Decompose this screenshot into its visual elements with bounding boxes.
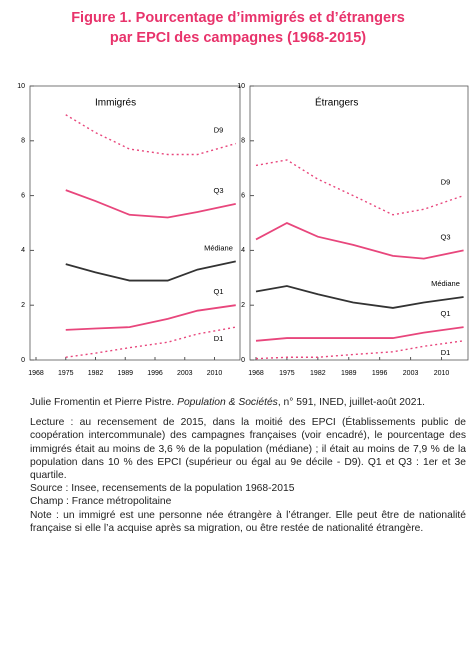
y-tick-label: 6	[21, 192, 25, 199]
author-text: , n° 591, INED, juillet-août 2021.	[277, 397, 426, 408]
line-label: Médiane	[204, 243, 233, 252]
y-tick-label: 0	[21, 357, 25, 364]
lecture: Lecture : au recensement de 2015, dans l…	[30, 417, 466, 482]
panel-title: Étrangers	[315, 96, 358, 109]
y-tick-label: 8	[21, 138, 25, 145]
title: Figure 1. Pourcentage d’immigrés et d’ét…	[71, 10, 405, 26]
line-label: Médiane	[431, 279, 460, 288]
line	[255, 221, 464, 260]
x-tick-label: 1968	[248, 370, 264, 377]
frame	[29, 85, 241, 361]
author-text: Julie Fromentin et Pierre Pistre.	[30, 397, 178, 408]
x-tick-label: 1968	[28, 370, 44, 377]
line	[255, 326, 464, 342]
frame	[249, 85, 469, 361]
line-label: D9	[441, 178, 451, 187]
author: Julie Fromentin et Pierre Pistre. Popula…	[30, 396, 466, 409]
line-label: D1	[441, 348, 451, 357]
y-tick-label: 4	[241, 247, 245, 254]
title: par EPCI des campagnes (1968-2015)	[110, 30, 366, 46]
champ: Champ : France métropolitaine	[30, 496, 172, 508]
line	[255, 285, 464, 309]
x-tick-label: 1989	[341, 370, 357, 377]
y-tick-label: 8	[241, 138, 245, 145]
line	[65, 189, 236, 219]
line-label: Q3	[213, 186, 223, 195]
panel-title: Immigrés	[95, 98, 136, 109]
line	[65, 260, 236, 282]
x-tick-label: 1982	[310, 370, 326, 377]
line-label: D9	[214, 126, 224, 135]
y-tick-label: 0	[241, 357, 245, 364]
y-tick-label: 4	[21, 247, 25, 254]
x-tick-label: 2010	[434, 370, 450, 377]
y-tick-label: 10	[17, 83, 25, 90]
x-tick-label: 2010	[207, 370, 223, 377]
line	[65, 304, 236, 331]
line	[255, 159, 464, 216]
x-tick-label: 1996	[147, 370, 163, 377]
line-label: Q1	[440, 309, 450, 318]
x-tick-label: 1975	[58, 370, 74, 377]
document: Julie Fromentin et Pierre Pistre. Popula…	[30, 396, 466, 535]
line	[255, 340, 464, 360]
x-tick-label: 1982	[88, 370, 104, 377]
x-tick-label: 2003	[403, 370, 419, 377]
y-tick-label: 10	[237, 83, 245, 90]
y-tick-label: 2	[21, 302, 25, 309]
x-tick-label: 1996	[372, 370, 388, 377]
line-label: D1	[214, 334, 224, 343]
chart-area: Figure 1. Pourcentage d’immigrés et d’ét…	[17, 10, 469, 377]
x-tick-label: 1989	[117, 370, 133, 377]
journal: Population & Sociétés	[177, 397, 278, 408]
line	[65, 326, 236, 358]
x-tick-label: 2003	[177, 370, 193, 377]
note: Note : un immigré est une personne née é…	[30, 509, 466, 534]
line-label: Q1	[213, 287, 223, 296]
x-tick-label: 1975	[279, 370, 295, 377]
source: Source : Insee, recensements de la popul…	[30, 483, 295, 495]
y-tick-label: 6	[241, 192, 245, 199]
y-tick-label: 2	[241, 302, 245, 309]
line	[65, 114, 236, 156]
line-label: Q3	[440, 232, 450, 241]
